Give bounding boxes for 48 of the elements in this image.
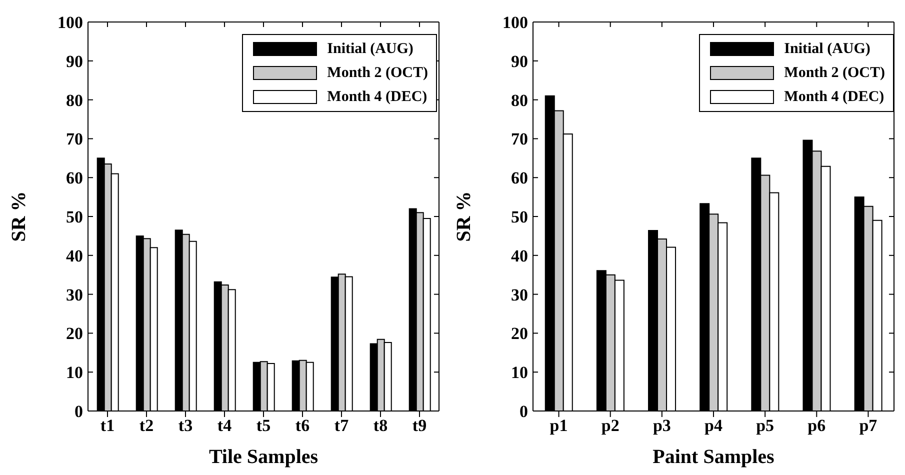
y-tick-label: 20 bbox=[511, 324, 528, 344]
legend-label: Month 2 (OCT) bbox=[784, 64, 885, 82]
x-tick-label: p1 bbox=[550, 416, 568, 436]
y-tick-label: 0 bbox=[520, 402, 528, 422]
y-tick-label: 30 bbox=[511, 285, 528, 304]
x-axis-title: Tile Samples bbox=[208, 446, 318, 468]
y-tick-label: 30 bbox=[66, 285, 83, 304]
y-tick-label: 60 bbox=[66, 168, 83, 188]
legend-label: Initial (AUG) bbox=[784, 40, 870, 58]
y-tick-label: 70 bbox=[511, 130, 528, 149]
x-tick-label: t3 bbox=[178, 416, 193, 436]
y-tick-label: 40 bbox=[511, 246, 528, 266]
x-tick-label: p3 bbox=[652, 416, 671, 436]
y-tick-label: 100 bbox=[502, 13, 528, 32]
x-tick-label: p5 bbox=[756, 416, 774, 436]
y-axis-title: SR % bbox=[8, 191, 30, 242]
y-tick-label: 20 bbox=[66, 324, 83, 344]
x-tick-label: t5 bbox=[256, 416, 271, 436]
y-axis-title: SR % bbox=[453, 191, 476, 242]
x-tick-label: t8 bbox=[373, 416, 388, 436]
legend-label: Month 4 (DEC) bbox=[327, 88, 428, 106]
x-tick-label: t4 bbox=[217, 416, 232, 436]
legend-label: Initial (AUG) bbox=[327, 40, 414, 58]
x-tick-label: p4 bbox=[704, 416, 723, 436]
x-tick-label: t1 bbox=[100, 416, 115, 436]
x-tick-label: t2 bbox=[139, 416, 154, 436]
y-tick-label: 60 bbox=[511, 168, 528, 188]
x-tick-label: t6 bbox=[295, 416, 310, 436]
legend-label: Month 2 (OCT) bbox=[327, 64, 428, 82]
y-tick-label: 100 bbox=[58, 13, 83, 32]
y-tick-label: 10 bbox=[511, 363, 528, 382]
y-tick-label: 90 bbox=[511, 52, 528, 71]
x-tick-label: p6 bbox=[808, 416, 826, 436]
y-tick-label: 40 bbox=[66, 246, 83, 266]
y-tick-label: 50 bbox=[511, 208, 528, 227]
x-tick-label: t7 bbox=[334, 416, 350, 436]
y-tick-label: 0 bbox=[74, 402, 83, 422]
legend-label: Month 4 (DEC) bbox=[784, 88, 884, 106]
y-tick-label: 10 bbox=[66, 363, 83, 382]
x-tick-label: p7 bbox=[859, 416, 878, 436]
y-tick-label: 50 bbox=[66, 208, 83, 227]
y-tick-label: 80 bbox=[66, 90, 83, 110]
x-axis-title: Paint Samples bbox=[652, 446, 775, 468]
x-tick-label: p2 bbox=[601, 416, 620, 436]
y-tick-label: 90 bbox=[66, 52, 83, 71]
y-tick-label: 80 bbox=[511, 90, 528, 110]
y-tick-label: 70 bbox=[66, 130, 83, 149]
x-tick-label: t9 bbox=[412, 416, 427, 436]
